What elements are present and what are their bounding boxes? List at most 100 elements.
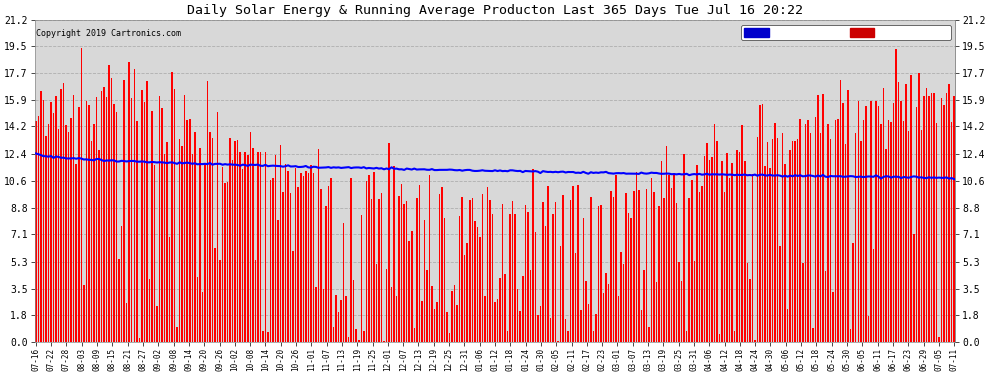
Bar	[840, 80, 842, 342]
Bar	[343, 223, 345, 342]
Bar	[794, 141, 796, 342]
Bar	[911, 75, 912, 342]
Bar	[285, 164, 286, 342]
Bar	[751, 174, 753, 342]
Bar	[820, 133, 821, 342]
Bar	[658, 206, 659, 342]
Text: Copyright 2019 Cartronics.com: Copyright 2019 Cartronics.com	[36, 29, 180, 38]
Title: Daily Solar Energy & Running Average Producton Last 365 Days Tue Jul 16 20:22: Daily Solar Energy & Running Average Pro…	[187, 4, 803, 17]
Bar	[456, 305, 458, 342]
Bar	[850, 329, 851, 342]
Bar	[903, 121, 905, 342]
Bar	[326, 206, 327, 342]
Bar	[282, 192, 284, 342]
Bar	[75, 164, 77, 342]
Bar	[608, 284, 609, 342]
Bar	[333, 327, 335, 342]
Bar	[421, 301, 423, 342]
Bar	[153, 165, 155, 342]
Bar	[883, 88, 884, 342]
Bar	[189, 119, 190, 342]
Bar	[437, 302, 438, 342]
Bar	[782, 133, 783, 342]
Bar	[554, 202, 556, 342]
Bar	[784, 164, 786, 342]
Bar	[913, 234, 915, 342]
Bar	[439, 194, 441, 342]
Bar	[688, 198, 690, 342]
Bar	[338, 312, 340, 342]
Bar	[297, 187, 299, 342]
Bar	[365, 181, 367, 342]
Bar	[605, 273, 607, 342]
Bar	[331, 178, 332, 342]
Bar	[383, 341, 385, 342]
Bar	[83, 285, 84, 342]
Bar	[582, 217, 584, 342]
Bar	[48, 124, 50, 342]
Bar	[88, 105, 90, 342]
Bar	[116, 112, 118, 342]
Bar	[673, 173, 675, 342]
Bar	[577, 185, 579, 342]
Bar	[517, 289, 519, 342]
Bar	[151, 111, 152, 342]
Bar	[878, 106, 879, 342]
Bar	[510, 214, 511, 342]
Bar	[800, 118, 801, 342]
Bar	[676, 204, 677, 342]
Bar	[487, 187, 488, 342]
Bar	[567, 332, 569, 342]
Bar	[489, 200, 491, 342]
Bar	[209, 132, 211, 342]
Bar	[842, 103, 843, 342]
Bar	[277, 220, 279, 342]
Bar	[722, 161, 723, 342]
Bar	[406, 201, 408, 342]
Bar	[603, 294, 604, 342]
Bar	[386, 269, 387, 342]
Bar	[119, 258, 120, 342]
Bar	[171, 72, 173, 342]
Bar	[807, 120, 809, 342]
Bar	[724, 192, 726, 342]
Bar	[393, 166, 395, 342]
Bar	[945, 93, 947, 342]
Bar	[398, 196, 400, 342]
Bar	[230, 138, 231, 342]
Bar	[414, 328, 415, 342]
Bar	[111, 78, 112, 342]
Bar	[65, 125, 67, 342]
Bar	[484, 296, 486, 342]
Bar	[880, 124, 882, 342]
Bar	[38, 116, 40, 342]
Bar	[939, 337, 940, 342]
Bar	[570, 200, 571, 342]
Bar	[787, 309, 788, 342]
Bar	[852, 243, 854, 342]
Bar	[598, 206, 599, 342]
Bar	[434, 309, 436, 342]
Bar	[73, 95, 74, 342]
Bar	[825, 272, 827, 342]
Bar	[860, 141, 861, 342]
Bar	[885, 149, 887, 342]
Bar	[704, 156, 705, 342]
Bar	[502, 204, 503, 342]
Bar	[214, 249, 216, 342]
Bar	[822, 94, 824, 342]
Bar	[318, 149, 319, 342]
Bar	[810, 133, 811, 342]
Bar	[161, 108, 162, 342]
Bar	[409, 241, 410, 342]
Bar	[789, 150, 791, 342]
Bar	[245, 152, 246, 342]
Bar	[875, 100, 877, 342]
Bar	[432, 286, 433, 342]
Bar	[580, 310, 581, 342]
Bar	[264, 152, 266, 342]
Bar	[575, 252, 576, 342]
Bar	[926, 88, 927, 342]
Bar	[391, 287, 392, 342]
Bar	[103, 87, 105, 342]
